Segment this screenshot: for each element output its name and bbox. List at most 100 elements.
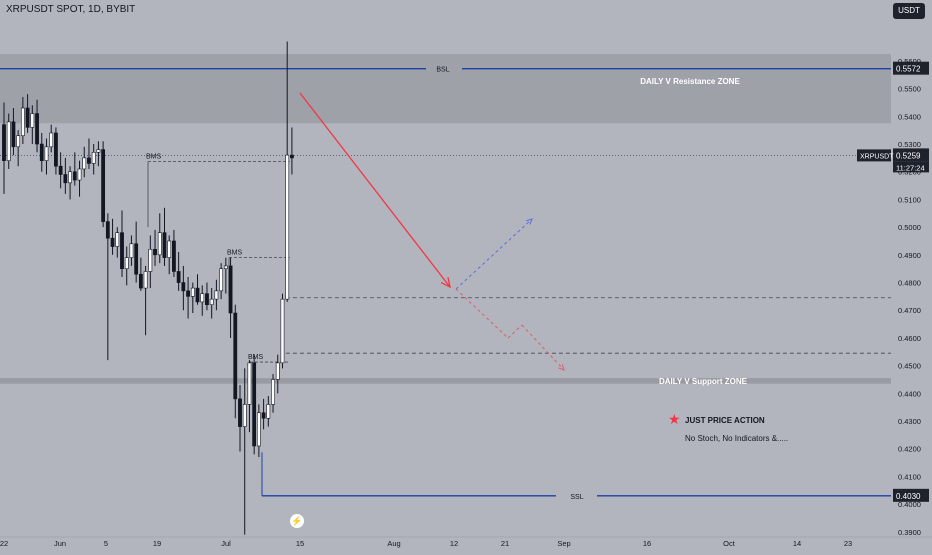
symbol-tag-bg — [857, 149, 891, 162]
levels-layer — [0, 68, 891, 497]
candle-body — [157, 232, 162, 256]
resistance-zone — [0, 54, 891, 124]
arrows-layer — [299, 92, 565, 371]
candles-layer — [2, 41, 294, 535]
candle-body — [6, 121, 11, 161]
candle-body — [271, 379, 275, 405]
time-tick-label: 19 — [153, 539, 161, 548]
time-tick-label: 22 — [0, 539, 8, 548]
candle-body — [228, 265, 233, 314]
price-tick-label: 0.3900 — [898, 528, 921, 537]
ssl-price-tag: 0.4030 — [896, 492, 921, 501]
price-tick-label: 0.4900 — [898, 251, 921, 260]
price-tick-label: 0.4700 — [898, 306, 921, 315]
candle-body — [186, 290, 190, 297]
ssl-label: SSL — [570, 494, 583, 501]
candle-body — [25, 107, 30, 128]
price-tick-label: 0.5000 — [898, 223, 921, 232]
bsl-price-tag-bg — [893, 61, 929, 75]
candle-body — [96, 149, 101, 153]
candle-body — [120, 232, 124, 269]
candle-body — [153, 248, 157, 256]
time-tick-label: 16 — [643, 539, 651, 548]
candle-body — [134, 243, 139, 275]
price-tick-label: 0.4200 — [898, 445, 921, 454]
candle-body — [115, 232, 120, 247]
time-tick-label: 23 — [844, 539, 852, 548]
time-tick-label: Sep — [557, 539, 570, 548]
price-tick-label: 0.5100 — [898, 195, 921, 204]
price-tick-label: 0.4300 — [898, 417, 921, 426]
price-tick-label: 0.4000 — [898, 500, 921, 509]
note-title: JUST PRICE ACTION — [685, 416, 765, 425]
candle-body — [205, 293, 209, 305]
price-tick-label: 0.4500 — [898, 362, 921, 371]
candle-body — [101, 149, 106, 222]
candle-body — [72, 171, 77, 181]
price-tick-label: 0.5600 — [898, 57, 921, 66]
bsl-label: BSL — [436, 67, 449, 74]
candle-body — [87, 157, 91, 164]
note-body: No Stoch, No Indicators &..... — [685, 434, 789, 443]
price-axis[interactable]: 0.56000.55000.54000.53000.52000.51000.50… — [857, 57, 929, 537]
candle-body — [49, 132, 54, 148]
countdown-label: 11:27:24 — [896, 163, 925, 172]
zones-layer — [0, 54, 891, 384]
bullish-projection-arrow-head — [526, 218, 533, 225]
candle-body — [181, 282, 186, 292]
currency-button[interactable]: USDT — [893, 3, 925, 19]
candle-body — [195, 287, 200, 303]
candle-body — [39, 143, 44, 161]
price-tick-label: 0.5500 — [898, 85, 921, 94]
candle-body — [176, 271, 181, 283]
candle-body — [2, 124, 6, 161]
price-tick-label: 0.4800 — [898, 279, 921, 288]
time-tick-label: Aug — [387, 539, 400, 548]
candle-body — [214, 290, 219, 300]
bms-label: BMS — [146, 153, 162, 160]
time-tick-label: Jul — [221, 539, 231, 548]
pullback-leg-3-head — [558, 364, 565, 371]
candle-body — [16, 135, 21, 148]
support-zone — [0, 378, 891, 384]
time-tick-label: 15 — [296, 539, 304, 548]
candle-body — [162, 232, 167, 258]
candle-body — [143, 271, 148, 289]
candle-body — [167, 240, 172, 258]
candle-body — [124, 257, 129, 269]
candle-body — [35, 113, 39, 145]
star-icon: ★ — [668, 411, 681, 427]
candle-body — [280, 298, 285, 364]
candle-body — [138, 273, 143, 289]
candle-body — [209, 298, 214, 305]
candle-body — [105, 221, 110, 239]
candle-body — [190, 287, 195, 297]
candle-body — [82, 157, 87, 170]
bearish-projection-arrow-head — [440, 277, 451, 289]
candle-body — [63, 174, 68, 184]
time-tick-label: 5 — [104, 539, 108, 548]
time-tick-label: 14 — [793, 539, 801, 548]
ssl-price-tag-bg — [893, 488, 929, 502]
time-tick-label: 21 — [501, 539, 509, 548]
annotations-layer: BMS BMS BMS BSL SSL DAILY V Resistance ZONE DA… — [146, 67, 748, 501]
candle-body — [77, 168, 82, 181]
price-tick-label: 0.4600 — [898, 334, 921, 343]
candle-body — [233, 312, 238, 400]
support-zone-label: DAILY V Support ZONE — [659, 377, 748, 386]
time-axis[interactable]: 22 Jun 5 19 Jul 15 Aug 12 21 Sep 16 Oct 14 23 — [0, 536, 932, 548]
candle-body — [20, 107, 25, 137]
price-tick-label: 0.4100 — [898, 472, 921, 481]
candle-body — [148, 248, 153, 272]
price-tick-label: 0.4400 — [898, 389, 921, 398]
candle-body — [219, 268, 224, 292]
candle-body — [30, 113, 35, 128]
candle-body — [275, 362, 280, 380]
candle-body — [54, 132, 58, 167]
flash-icon[interactable]: ⚡ — [290, 514, 304, 528]
symbol-header: XRPUSDT SPOT, 1D, BYBIT — [6, 4, 136, 15]
candle-body — [223, 265, 228, 269]
pullback-leg-3 — [521, 324, 565, 371]
